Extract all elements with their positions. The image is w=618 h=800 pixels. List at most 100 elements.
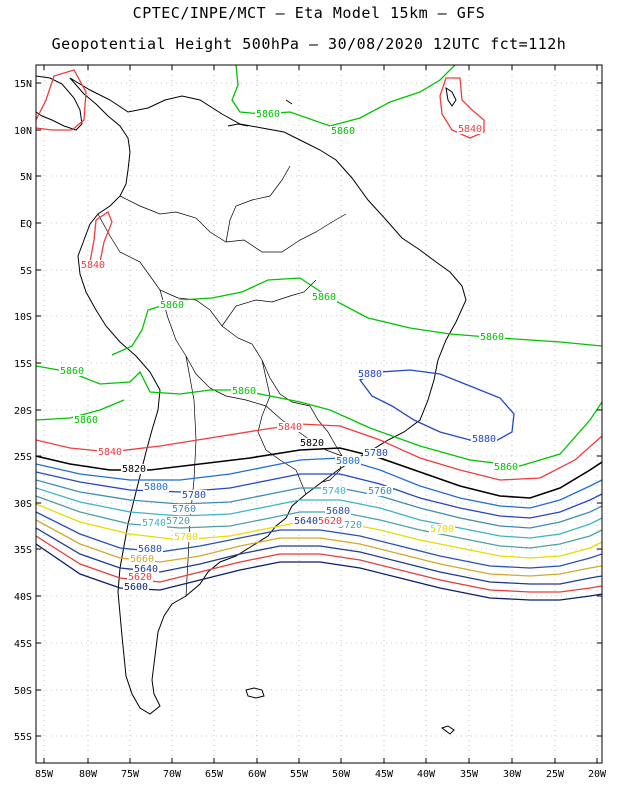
contour-label: 5640 [294, 516, 318, 527]
lon-tick-label: 45W [375, 769, 394, 780]
contour-label-bg [173, 532, 199, 542]
contour-label-bg [330, 126, 356, 136]
contour-label: 5860 [480, 332, 504, 343]
lat-tick-label: 45S [14, 639, 32, 650]
lat-tick-label: 55S [14, 732, 32, 743]
contour-label-bg [335, 456, 361, 466]
contour-label: 5840 [278, 422, 302, 433]
contour-5840 [36, 423, 602, 481]
contour-label: 5680 [326, 506, 350, 517]
contour-label-layer: 5860 5860 5840 5840 5860 5860 5860 5860 5880 5860… [59, 109, 519, 593]
contour-label: 5620 [128, 572, 152, 583]
contour-label-bg [121, 464, 147, 474]
contour-label-bg [59, 366, 85, 376]
falkland-islands [245, 687, 265, 699]
contour-label: 5620 [318, 516, 342, 527]
lon-tick-label: 75W [121, 769, 140, 780]
map-title: CPTEC/INPE/MCT – Eta Model 15km – GFS [132, 4, 486, 22]
lat-tick-label: 5N [20, 172, 32, 183]
contour-5740 [36, 487, 602, 539]
contour-5860 [36, 399, 125, 421]
contour-label: 5760 [368, 486, 392, 497]
contour-label-bg [143, 482, 169, 492]
contour-label: 5860 [331, 126, 355, 137]
contour-label-bg [255, 109, 281, 119]
lon-tick-label: 40W [417, 769, 436, 780]
contour-label: 5680 [138, 544, 162, 555]
contour-label: 5840 [458, 124, 482, 135]
axis-ticks: 15N 10N 5N EQ 5S 10S 15S 20S 25S 30S 35S 40S 45S 50S 5… [14, 65, 607, 780]
lat-tick-label: 10N [14, 126, 32, 137]
lon-tick-label: 60W [248, 769, 267, 780]
contour-label: 5860 [60, 366, 84, 377]
contour-label-bg [127, 572, 153, 582]
contour-label: 5860 [256, 109, 280, 120]
contour-5840 [36, 69, 87, 131]
lon-tick-label: 80W [79, 769, 98, 780]
contour-label-bg [317, 516, 343, 526]
lon-tick-label: 20W [588, 769, 607, 780]
lon-tick-label: 65W [205, 769, 224, 780]
contour-label: 5740 [322, 486, 346, 497]
contour-label-bg [123, 582, 149, 592]
contour-label: 5860 [232, 386, 256, 397]
lat-tick-label: 15N [14, 79, 32, 90]
contour-label-bg [321, 486, 347, 496]
contour-label-bg [357, 369, 383, 379]
contour-label: 5880 [358, 369, 382, 380]
lat-tick-label: 15S [14, 359, 32, 370]
contour-label: 5720 [338, 520, 362, 531]
contour-label-bg [133, 564, 159, 574]
contour-label: 5640 [134, 564, 158, 575]
lon-tick-label: 70W [163, 769, 182, 780]
lat-tick-label: 50S [14, 686, 32, 697]
contour-label-bg [80, 260, 106, 270]
south-america-coastline [69, 77, 467, 715]
contour-label: 5780 [182, 490, 206, 501]
contour-label: 5700 [430, 524, 454, 535]
country-borders [97, 165, 347, 597]
contour-label-bg [311, 292, 337, 302]
contour-label: 5720 [166, 516, 190, 527]
map-subtitle: Geopotential Height 500hPa – 30/08/2020 … [51, 35, 567, 53]
lat-tick-label: 25S [14, 452, 32, 463]
contour-label-bg [429, 524, 455, 534]
lat-tick-label: 40S [14, 592, 32, 603]
contour-label-bg [471, 434, 497, 444]
contour-label-bg [299, 438, 325, 448]
contour-label: 5840 [81, 260, 105, 271]
contour-label-bg [129, 554, 155, 564]
contour-label-bg [165, 516, 191, 526]
contour-label-bg [231, 386, 257, 396]
contour-label-bg [457, 124, 483, 134]
contour-label: 5860 [74, 415, 98, 426]
contour-label-bg [363, 448, 389, 458]
contour-label: 5700 [174, 532, 198, 543]
map-frame [35, 64, 603, 764]
contour-label-bg [493, 462, 519, 472]
contour-label-bg [141, 518, 167, 528]
contour-label-bg [293, 516, 319, 526]
contour-5860 [231, 65, 456, 127]
contour-label: 5820 [122, 464, 146, 475]
contour-label: 5800 [336, 456, 360, 467]
contour-label-bg [171, 504, 197, 514]
contour-label-bg [97, 447, 123, 457]
contour-label: 5780 [364, 448, 388, 459]
contour-label: 5860 [312, 292, 336, 303]
contour-label: 5800 [144, 482, 168, 493]
contour-label-bg [479, 332, 505, 342]
contour-label: 5740 [142, 518, 166, 529]
central-america-coastline [36, 75, 83, 131]
lat-tick-label: 10S [14, 312, 32, 323]
contour-label-bg [73, 415, 99, 425]
contour-label-bg [181, 490, 207, 500]
contour-label: 5820 [300, 438, 324, 449]
contour-label-bg [367, 486, 393, 496]
contour-5840 [439, 77, 485, 139]
contour-label-bg [325, 506, 351, 516]
lon-tick-label: 30W [503, 769, 522, 780]
contour-label-bg [137, 544, 163, 554]
contour-label: 5860 [494, 462, 518, 473]
